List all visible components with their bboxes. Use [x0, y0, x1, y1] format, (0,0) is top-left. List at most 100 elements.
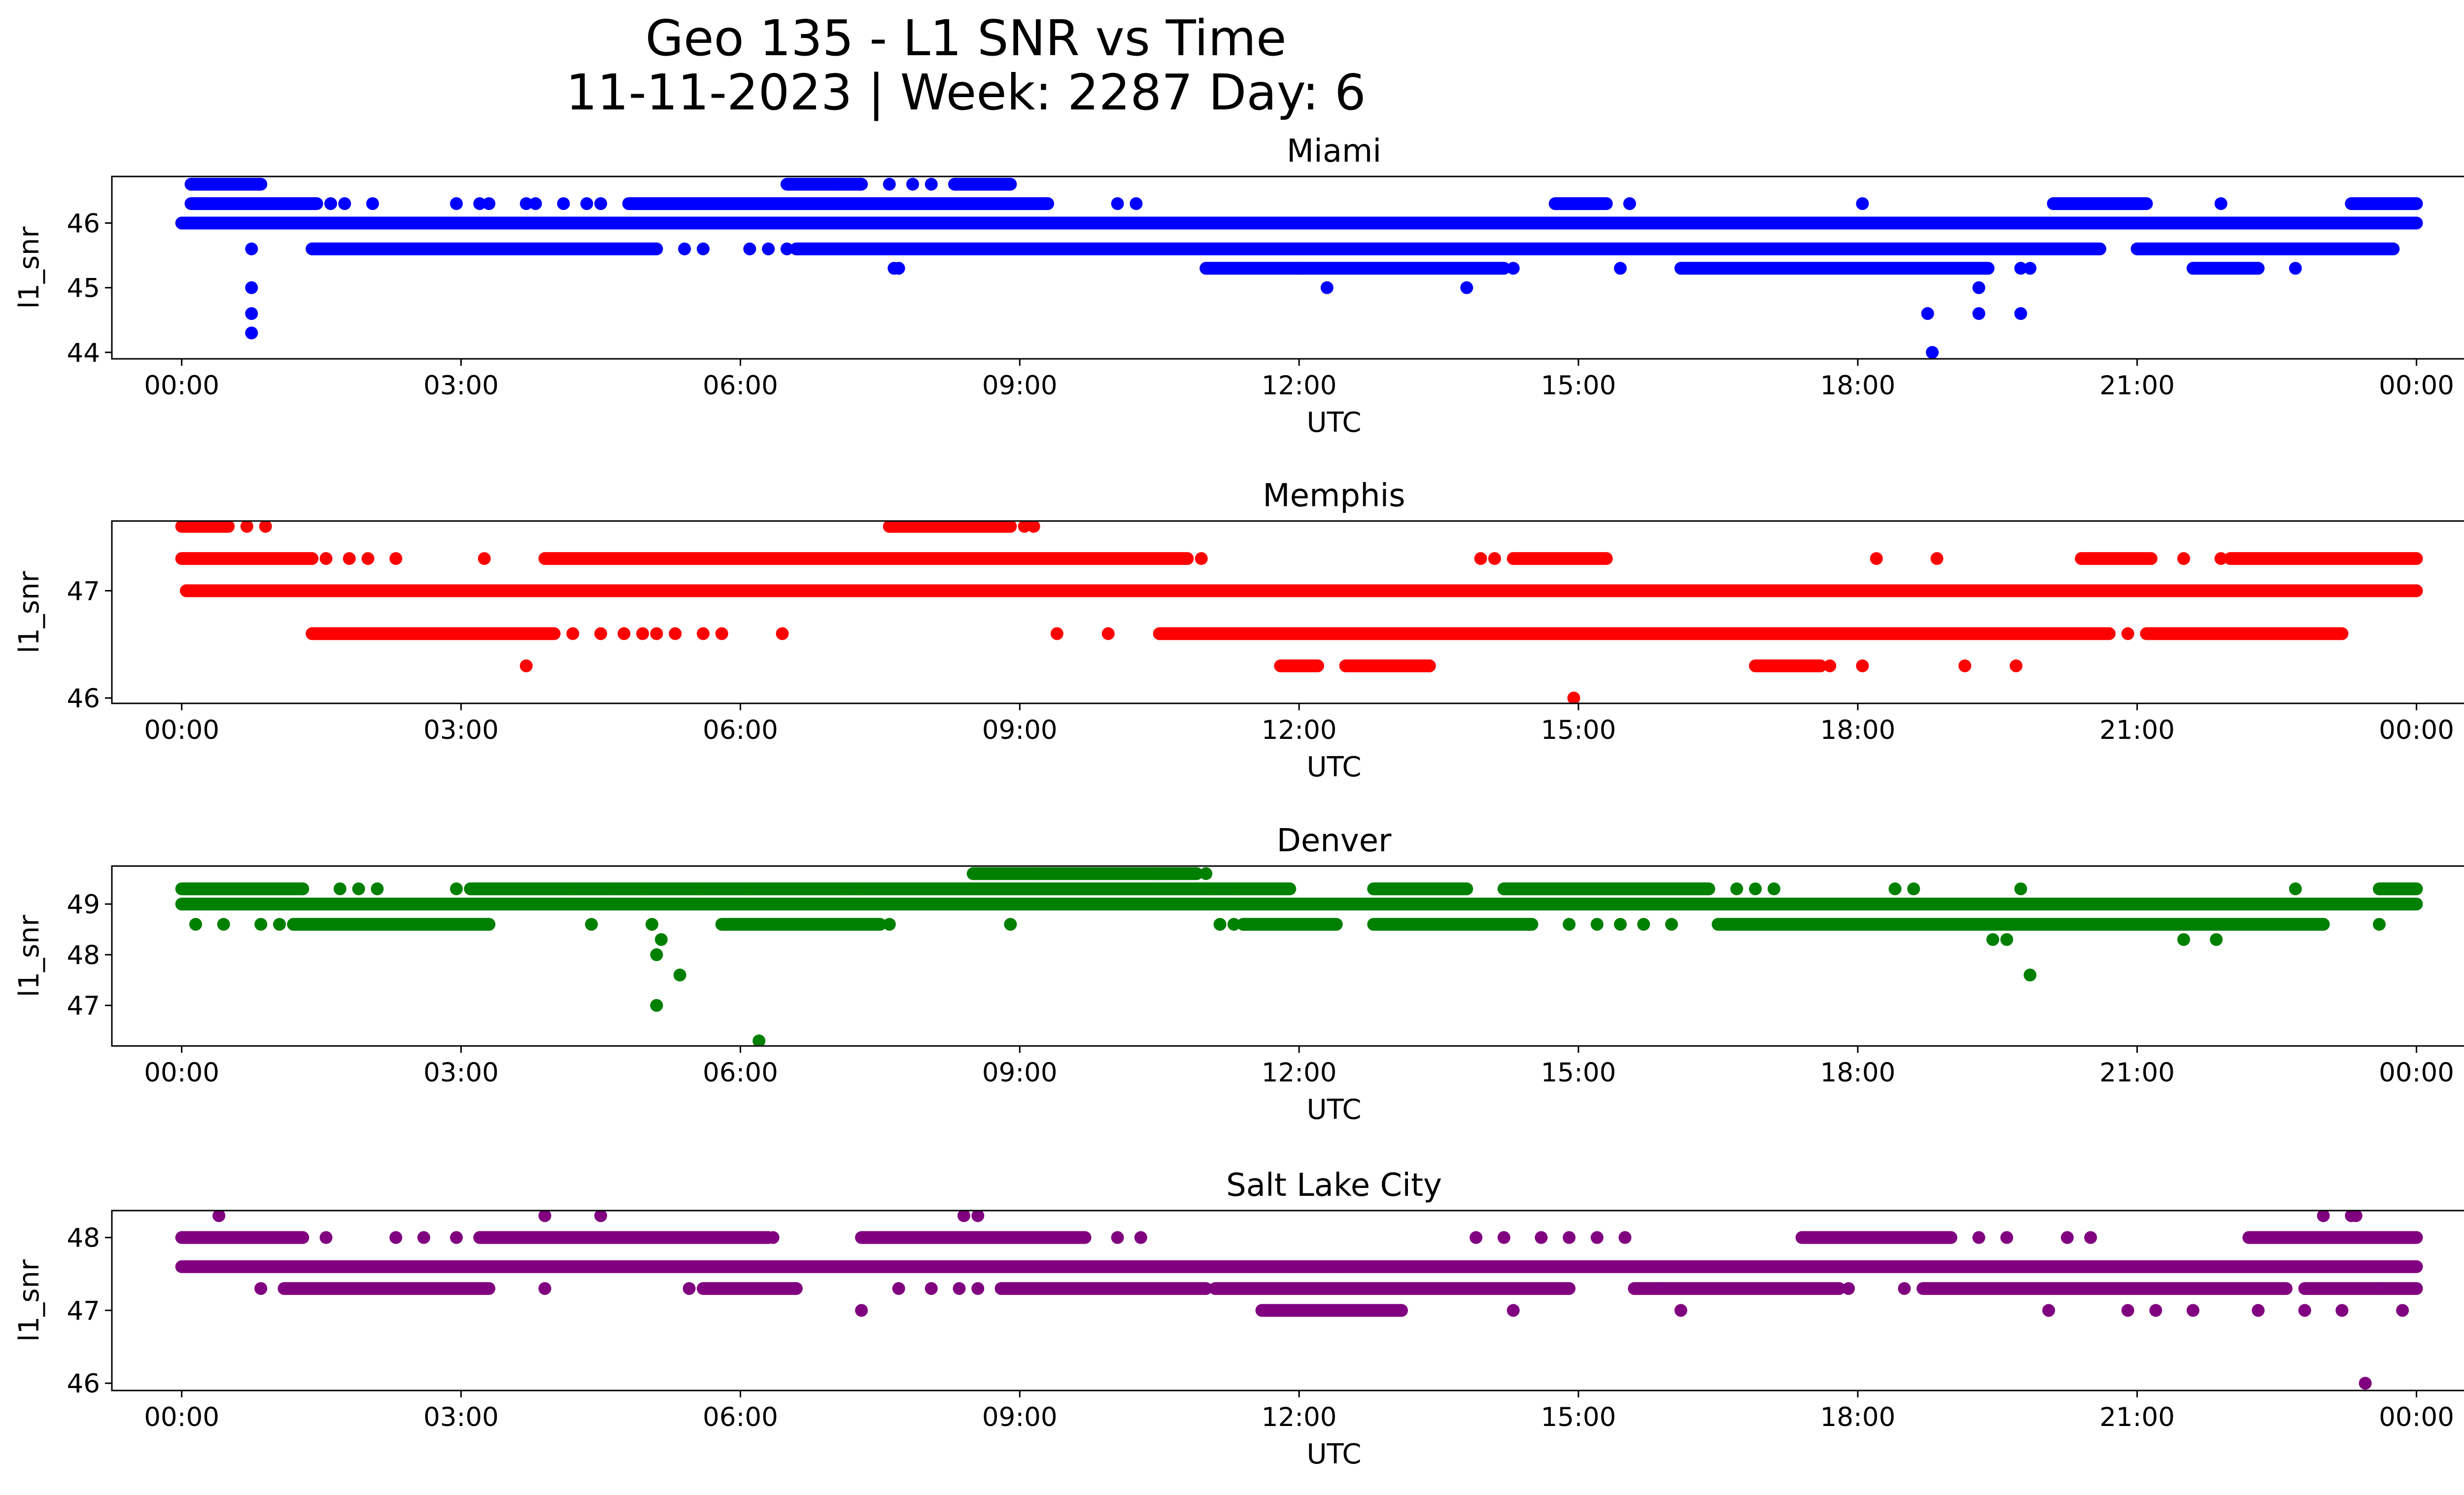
- data-point: [2177, 933, 2190, 946]
- scatter-series: [175, 177, 2423, 359]
- data-point: [1129, 197, 1143, 210]
- data-point: [566, 627, 580, 640]
- x-tick-label: 21:00: [2099, 715, 2175, 745]
- data-point: [1618, 1231, 1632, 1244]
- data-point: [180, 584, 193, 597]
- data-point: [2372, 918, 2386, 931]
- data-point: [1018, 521, 1031, 533]
- data-point: [971, 1282, 985, 1295]
- y-axis-label: l1_snr: [13, 571, 45, 654]
- x-tick-label: 21:00: [2099, 1058, 2175, 1088]
- data-point: [2335, 1304, 2349, 1317]
- data-point: [245, 242, 258, 255]
- data-point: [519, 659, 533, 672]
- data-point: [1567, 692, 1580, 703]
- data-point: [1032, 242, 1045, 255]
- y-axis-label: l1_snr: [13, 914, 45, 997]
- data-point: [2023, 969, 2037, 982]
- data-point: [2084, 216, 2097, 230]
- data-point: [2372, 1282, 2386, 1295]
- y-tick-label: 47: [67, 991, 100, 1021]
- data-point: [566, 882, 580, 896]
- data-point: [1199, 867, 1213, 880]
- data-point: [636, 627, 650, 640]
- data-point: [1413, 216, 1427, 230]
- data-point: [333, 882, 346, 896]
- subplots: Miami 00:00 03:00 06:00 09:00 12:00 15:00 18:00…: [13, 133, 2464, 1470]
- x-tick-label: 18:00: [1820, 371, 1895, 401]
- data-point: [650, 948, 663, 961]
- data-point: [883, 918, 896, 931]
- data-point: [1246, 1260, 1259, 1273]
- y-tick-label: 48: [67, 940, 100, 971]
- data-point: [1474, 552, 1487, 565]
- data-point: [594, 627, 607, 640]
- data-point: [1460, 216, 1473, 230]
- data-point: [478, 552, 491, 565]
- panel-salt-lake-city: Salt Lake City 00:00 03:00 06:00 09:00 12:00 1…: [13, 1167, 2464, 1470]
- data-point: [1590, 918, 1604, 931]
- x-tick-label: 21:00: [2099, 371, 2175, 401]
- x-tick-label: 12:00: [1262, 371, 1337, 401]
- data-point: [2000, 933, 2014, 946]
- x-tick-label: 18:00: [1820, 1058, 1895, 1088]
- data-point: [924, 177, 938, 191]
- data-point: [971, 1211, 985, 1222]
- x-tick-label: 00:00: [144, 371, 219, 401]
- x-tick-label: 06:00: [703, 1402, 778, 1432]
- data-point: [753, 1034, 766, 1046]
- x-tick-label: 06:00: [703, 371, 778, 401]
- x-axis-label: UTC: [1306, 1438, 1361, 1470]
- data-point: [1320, 281, 1334, 294]
- data-point: [1335, 1260, 1348, 1273]
- data-point: [1972, 281, 1985, 294]
- data-point: [743, 242, 756, 255]
- x-tick-label: 03:00: [423, 1402, 499, 1432]
- data-point: [2014, 262, 2027, 275]
- x-tick-label: 12:00: [1262, 715, 1337, 745]
- data-point: [2149, 1304, 2162, 1317]
- data-point: [450, 197, 463, 210]
- data-point: [189, 918, 203, 931]
- data-point: [389, 1231, 403, 1244]
- data-point: [338, 197, 351, 210]
- data-point: [1111, 1231, 1124, 1244]
- data-point: [696, 242, 710, 255]
- y-tick-label: 44: [67, 338, 100, 368]
- y-tick-label: 47: [67, 1296, 100, 1326]
- data-point: [538, 627, 551, 640]
- data-point: [2084, 1231, 2097, 1244]
- data-point: [352, 882, 365, 896]
- y-tick-label: 47: [67, 576, 100, 606]
- panel-miami: Miami 00:00 03:00 06:00 09:00 12:00 15:00 18:00…: [13, 133, 2464, 439]
- data-point: [603, 882, 616, 896]
- data-point: [2010, 659, 2023, 672]
- data-point: [766, 1231, 780, 1244]
- y-tick-label: 48: [67, 1223, 100, 1253]
- data-point: [1958, 659, 1972, 672]
- data-point: [319, 552, 333, 565]
- data-point: [1497, 1231, 1510, 1244]
- data-point: [1293, 262, 1306, 275]
- data-point: [259, 521, 272, 533]
- data-point: [245, 307, 258, 320]
- data-point: [217, 918, 230, 931]
- x-tick-label: 00:00: [2379, 1058, 2454, 1088]
- data-point: [1972, 307, 1985, 320]
- data-point: [696, 627, 710, 640]
- x-tick-label: 09:00: [982, 1058, 1058, 1088]
- data-point: [594, 1211, 607, 1222]
- x-tick-label: 06:00: [703, 1058, 778, 1088]
- data-point: [2121, 1304, 2134, 1317]
- data-point: [342, 552, 356, 565]
- data-point: [1674, 1304, 1687, 1317]
- data-point: [1907, 882, 1920, 896]
- data-point: [2396, 1304, 2409, 1317]
- data-point: [780, 242, 793, 255]
- x-tick-label: 00:00: [2379, 715, 2454, 745]
- data-point: [2000, 1231, 2014, 1244]
- data-point: [641, 882, 654, 896]
- axes-frame: [111, 865, 2464, 1047]
- data-point: [2252, 1304, 2265, 1317]
- x-tick-label: 00:00: [144, 1402, 219, 1432]
